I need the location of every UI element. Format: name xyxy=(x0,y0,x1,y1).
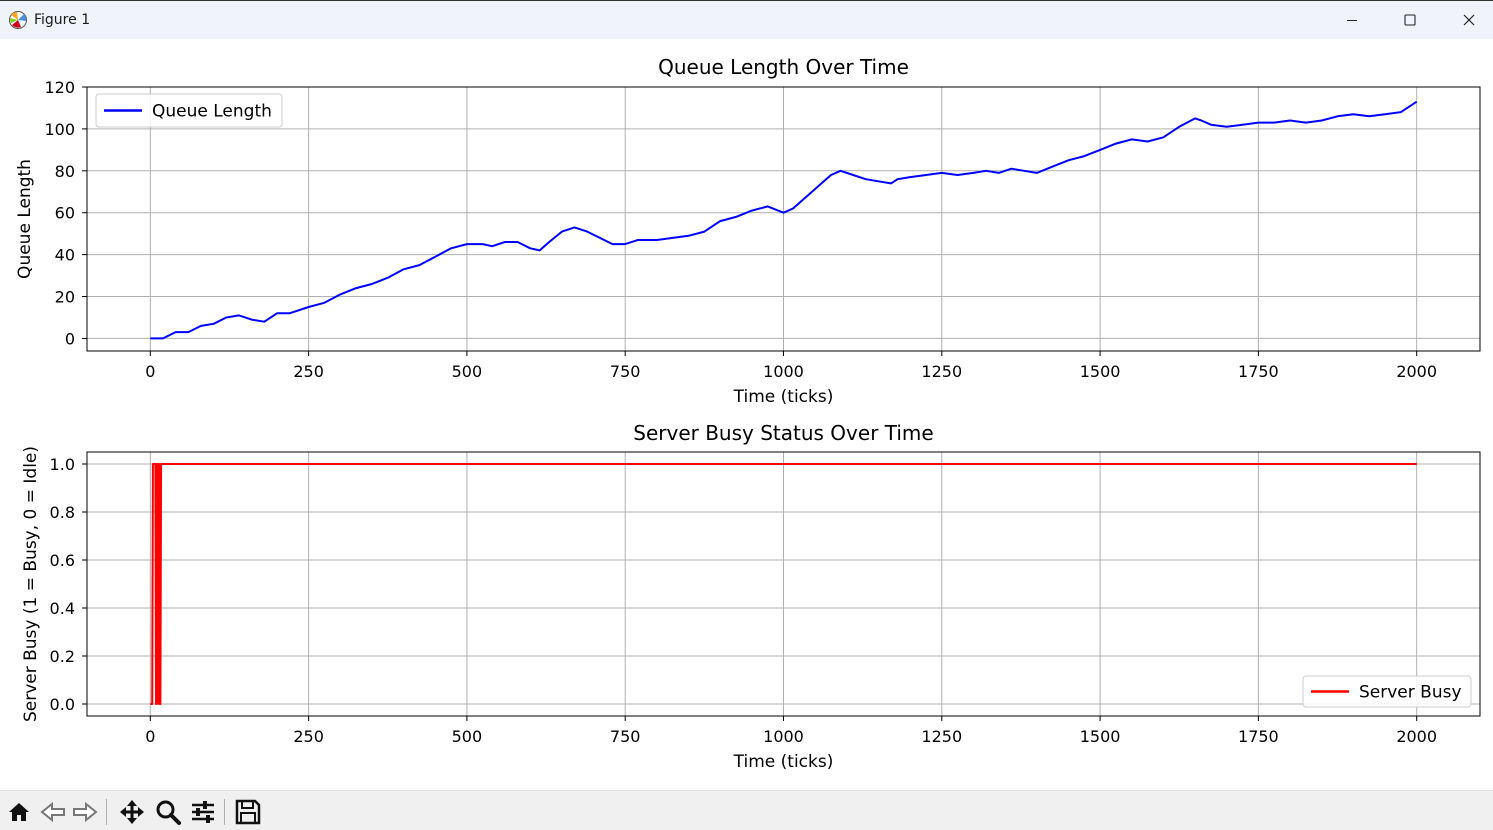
maximize-icon xyxy=(1404,14,1416,26)
busy-legend-box xyxy=(1302,675,1472,708)
matplotlib-icon xyxy=(9,11,27,29)
busy-xtick-label: 1250 xyxy=(921,727,962,746)
queue-chart-title: Queue Length Over Time xyxy=(658,55,909,79)
busy-ytick-label: 0.2 xyxy=(50,647,75,666)
queue-xtick-label: 2000 xyxy=(1396,362,1437,381)
navigation-toolbar xyxy=(0,790,1493,830)
busy-xtick-label: 250 xyxy=(293,727,324,746)
busy-xtick-label: 1500 xyxy=(1080,727,1121,746)
queue-xtick-label: 1250 xyxy=(921,362,962,381)
minimize-icon xyxy=(1347,20,1357,21)
busy-xtick-label: 1000 xyxy=(763,727,804,746)
queue-xtick-label: 1750 xyxy=(1238,362,1279,381)
queue-xtick-label: 500 xyxy=(452,362,483,381)
busy-ylabel: Server Busy (1 = Busy, 0 = Idle) xyxy=(21,446,41,722)
configure-subplots-icon xyxy=(192,801,214,823)
busy-xtick-label: 500 xyxy=(452,727,483,746)
busy-ytick-label: 0.0 xyxy=(50,695,75,714)
queue-ytick-label: 100 xyxy=(44,120,75,139)
queue-xlabel: Time (ticks) xyxy=(733,387,834,407)
queue-ylabel: Queue Length xyxy=(15,159,35,279)
home-button[interactable] xyxy=(4,797,34,827)
queue-xtick-label: 750 xyxy=(610,362,641,381)
toolbar-separator xyxy=(106,799,107,825)
queue-ytick-label: 40 xyxy=(55,246,75,265)
back-icon xyxy=(40,801,65,823)
queue-ytick-label: 120 xyxy=(44,78,75,97)
queue-series-line xyxy=(150,100,1418,340)
figure-svg: 0 250 500 750 1000 1250 1500 1750 20000204060801… xyxy=(15,55,1481,772)
busy-series-line xyxy=(150,463,1417,705)
busy-xlabel: Time (ticks) xyxy=(733,752,834,772)
title-bar: Figure 1 xyxy=(0,0,1493,39)
zoom-icon xyxy=(156,800,181,825)
pan-icon xyxy=(120,800,144,824)
queue-ytick-label: 20 xyxy=(55,288,75,307)
queue-ytick-label: 0 xyxy=(65,329,75,348)
save-button[interactable] xyxy=(233,797,263,827)
queue-xtick-label: 250 xyxy=(293,362,324,381)
busy-ytick-label: 1.0 xyxy=(50,455,75,474)
busy-legend-label: Server Busy xyxy=(1359,683,1462,703)
save-icon xyxy=(235,799,261,825)
queue-xtick-label: 1000 xyxy=(763,362,804,381)
close-button[interactable] xyxy=(1440,1,1493,39)
pan-button[interactable] xyxy=(117,797,147,827)
busy-ytick-label: 0.6 xyxy=(50,551,75,570)
busy-chart-title: Server Busy Status Over Time xyxy=(633,421,933,445)
close-icon xyxy=(1463,14,1475,26)
queue-ytick-label: 80 xyxy=(55,162,75,181)
queue-legend-label: Queue Length xyxy=(152,102,272,122)
forward-button[interactable] xyxy=(70,797,100,827)
toolbar-separator xyxy=(224,799,225,825)
busy-xtick-label: 0 xyxy=(145,727,155,746)
queue-xtick-label: 1500 xyxy=(1080,362,1121,381)
figure-canvas[interactable]: 0 250 500 750 1000 1250 1500 1750 2000 0 20 40 60 80 1… xyxy=(0,39,1493,790)
queue-xtick-label: 0 xyxy=(145,362,155,381)
busy-ytick-label: 0.8 xyxy=(50,503,75,522)
configure-subplots-button[interactable] xyxy=(188,797,218,827)
queue-ytick-label: 60 xyxy=(55,204,75,223)
forward-icon xyxy=(73,801,98,823)
window-title: Figure 1 xyxy=(34,12,91,28)
minimize-button[interactable] xyxy=(1323,1,1381,39)
back-button[interactable] xyxy=(38,797,68,827)
queue-legend-box xyxy=(95,93,283,128)
maximize-button[interactable] xyxy=(1381,1,1439,39)
busy-xtick-label: 2000 xyxy=(1396,727,1437,746)
home-icon xyxy=(9,803,29,821)
busy-ytick-label: 0.4 xyxy=(50,599,75,618)
busy-xtick-label: 1750 xyxy=(1238,727,1279,746)
busy-xtick-label: 750 xyxy=(610,727,641,746)
zoom-button[interactable] xyxy=(153,797,183,827)
